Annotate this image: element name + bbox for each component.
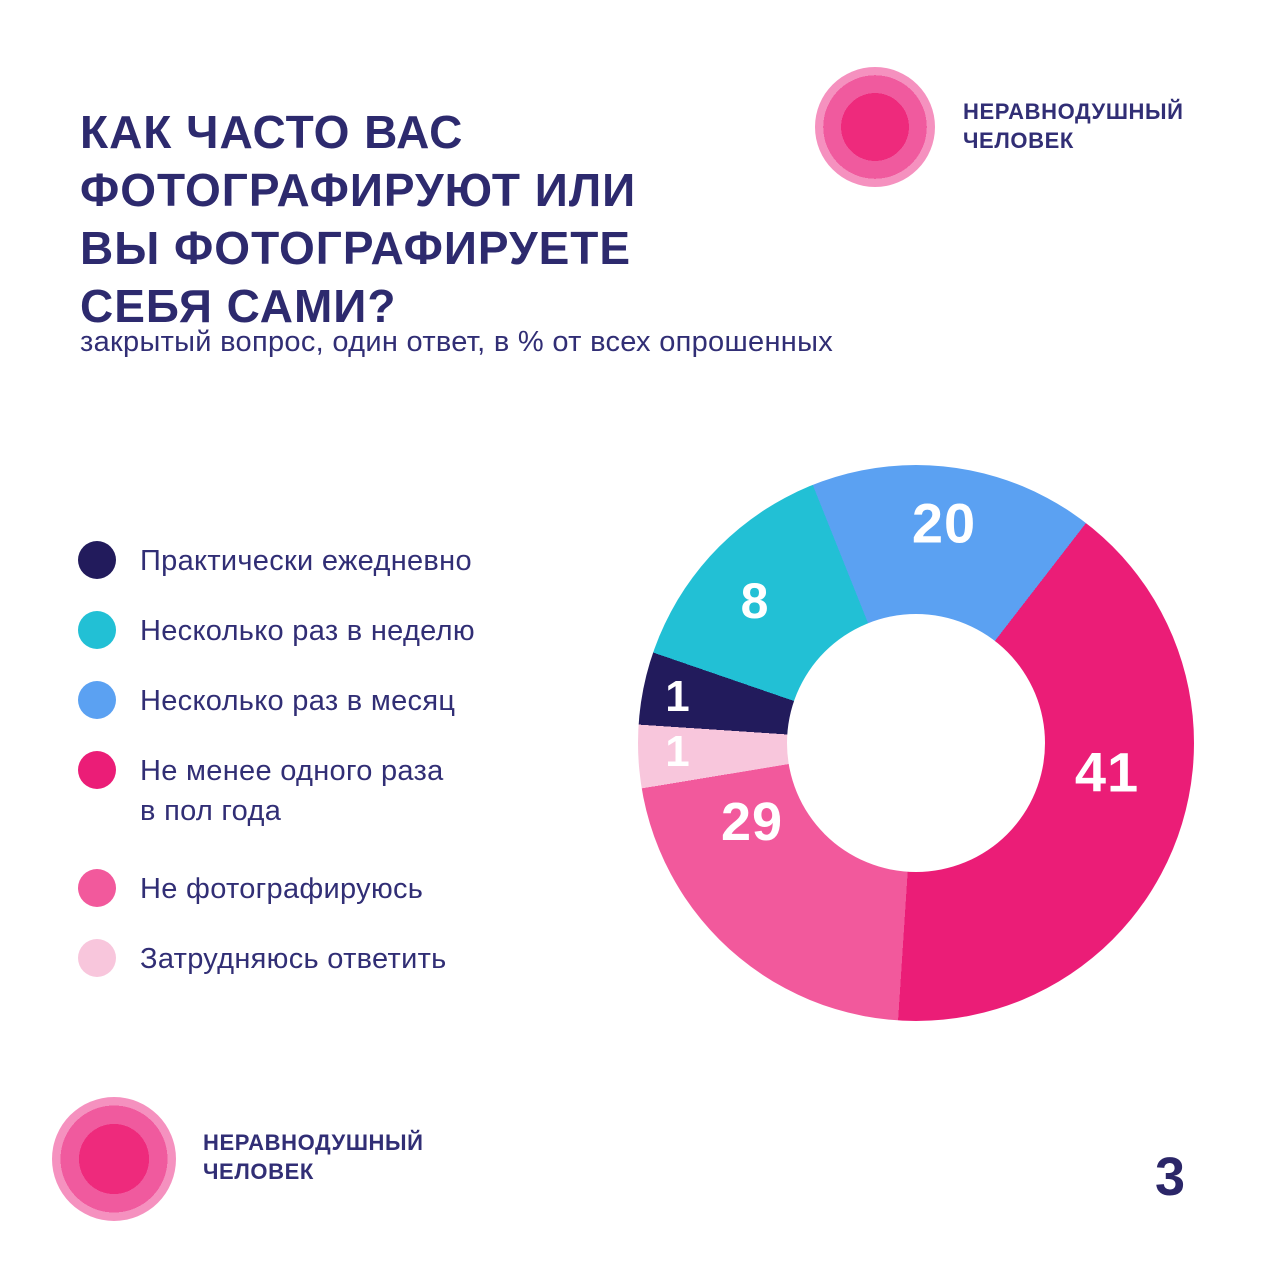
legend-label: Не фотографируюсь — [140, 873, 424, 905]
legend-dot-icon — [78, 681, 116, 719]
legend-dot-icon — [78, 751, 116, 789]
slice-value-label: 1 — [665, 727, 691, 776]
legend-label: Не менее одного раза в пол года — [140, 755, 444, 827]
legend-item-half-year: Не менее одного раза в пол года — [78, 751, 618, 831]
brand-name-line1: НЕРАВНОДУШНЫЙ — [203, 1130, 424, 1155]
legend-item-never: Не фотографируюсь — [78, 869, 618, 909]
legend-item-daily: Практически ежедневно — [78, 541, 618, 581]
page-subtitle: закрытый вопрос, один ответ, в % от всех… — [80, 326, 834, 358]
page-title-line: КАК ЧАСТО ВАС — [80, 105, 464, 158]
legend-dot-icon — [78, 869, 116, 907]
slice-value-label: 20 — [911, 491, 977, 555]
legend-item-weekly: Несколько раз в неделю — [78, 611, 618, 651]
brand-name: НЕРАВНОДУШНЫЙ ЧЕЛОВЕК — [963, 97, 1184, 155]
page-title-line: СЕБЯ САМИ? — [80, 279, 397, 332]
legend-dot-icon — [78, 939, 116, 977]
slice-value-label: 29 — [720, 792, 784, 852]
legend-label: Несколько раз в неделю — [140, 615, 475, 647]
brand-logo-icon — [815, 67, 935, 187]
page-number: 3 — [1155, 1147, 1186, 1207]
slice-value-label: 1 — [665, 672, 691, 721]
page-title-line: ВЫ ФОТОГРАФИРУЕТЕ — [80, 221, 632, 274]
slice-value-label: 41 — [1074, 740, 1140, 804]
legend-dot-icon — [78, 611, 116, 649]
brand-name-line2: ЧЕЛОВЕК — [963, 128, 1074, 153]
donut-hole — [787, 614, 1045, 872]
brand-name-line2: ЧЕЛОВЕК — [203, 1159, 314, 1184]
slice-value-label: 8 — [740, 573, 770, 629]
page-title-line: ФОТОГРАФИРУЮТ ИЛИ — [80, 163, 637, 216]
legend-label: Несколько раз в месяц — [140, 685, 456, 717]
donut-chart: 20 41 29 1 1 8 — [638, 465, 1194, 1021]
chart-legend: Практически ежедневно Несколько раз в не… — [78, 541, 618, 1009]
legend-item-monthly: Несколько раз в месяц — [78, 681, 618, 721]
brand-name-line1: НЕРАВНОДУШНЫЙ — [963, 99, 1184, 124]
legend-label: Практически ежедневно — [140, 545, 472, 577]
brand-name: НЕРАВНОДУШНЫЙ ЧЕЛОВЕК — [203, 1128, 424, 1186]
page-title: КАК ЧАСТО ВАС ФОТОГРАФИРУЮТ ИЛИ ВЫ ФОТОГ… — [80, 103, 636, 335]
legend-label: Затрудняюсь ответить — [140, 943, 447, 975]
legend-dot-icon — [78, 541, 116, 579]
legend-item-undecided: Затрудняюсь ответить — [78, 939, 618, 979]
brand-logo-icon — [52, 1097, 176, 1221]
